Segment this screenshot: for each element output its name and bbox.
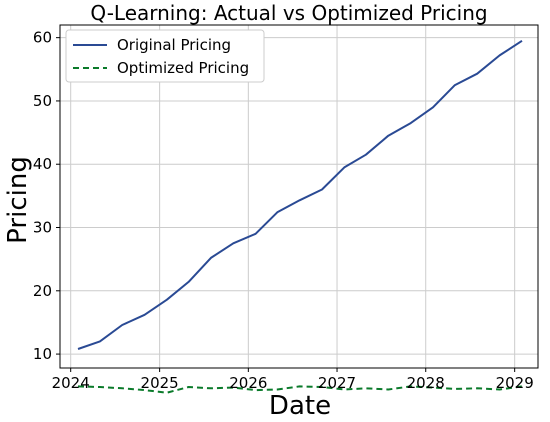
x-tick-label: 2025 [141,374,179,392]
y-tick-label: 50 [33,92,52,110]
axis-ticks: 2024 2025 2026 2027 2028 2029 10 20 30 40 50 60 [33,29,534,392]
legend-box [65,29,265,83]
x-tick-label: 2024 [52,374,90,392]
series-original-pricing [77,39,523,350]
x-tick-label: 2027 [318,374,356,392]
x-tick-label: 2028 [407,374,445,392]
x-tick-label: 2026 [229,374,267,392]
y-tick-label: 60 [33,29,52,47]
x-tick-label: 2029 [496,374,534,392]
legend-label-optimized: Optimized Pricing [117,59,249,77]
legend: Original Pricing Optimized Pricing [65,29,265,83]
series-optimized-pricing [77,385,523,394]
series-layer [77,39,523,394]
y-tick-label: 40 [33,155,52,173]
y-tick-label: 30 [33,219,52,237]
x-axis-label: Date [269,391,331,421]
y-axis-label: Pricing [3,156,33,244]
y-tick-label: 10 [33,345,52,363]
y-tick-label: 20 [33,282,52,300]
legend-label-original: Original Pricing [117,36,231,54]
chart-title: Q-Learning: Actual vs Optimized Pricing [90,1,487,25]
plot-frame [59,24,539,369]
